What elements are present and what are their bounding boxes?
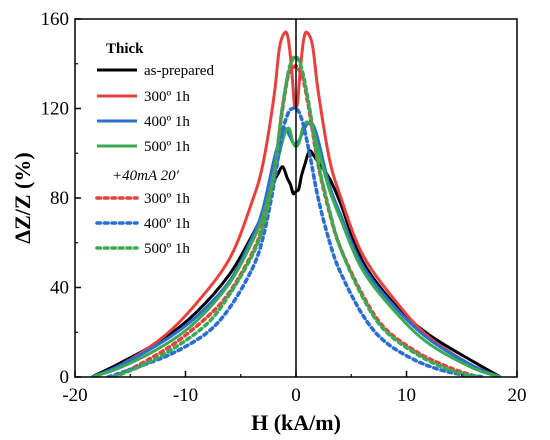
legend: Thick +40mA 20′ as-prepared 300º 1h 400º 1… bbox=[95, 41, 214, 257]
y-tick-label: 160 bbox=[41, 9, 70, 30]
legend-label: as-prepared bbox=[144, 63, 214, 79]
axis-tick-labels: -20 -10 0 10 20 0 40 80 120 160 bbox=[41, 9, 527, 406]
x-tick-label: 10 bbox=[397, 385, 416, 406]
legend-label: 500º 1h bbox=[144, 241, 190, 257]
legend-label: 300º 1h bbox=[144, 89, 190, 105]
legend-label: 300º 1h bbox=[144, 191, 190, 207]
x-axis-title: H (kA/m) bbox=[251, 410, 341, 435]
x-tick-label: -10 bbox=[173, 385, 198, 406]
legend-subtitle: +40mA 20′ bbox=[112, 168, 180, 184]
x-tick-label: 0 bbox=[291, 385, 301, 406]
y-tick-label: 40 bbox=[50, 278, 69, 299]
y-tick-label: 120 bbox=[41, 99, 70, 120]
y-tick-label: 80 bbox=[50, 188, 69, 209]
x-tick-label: -20 bbox=[62, 385, 87, 406]
x-tick-label: 20 bbox=[508, 385, 527, 406]
axis-ticks bbox=[74, 18, 518, 378]
legend-title: Thick bbox=[106, 41, 144, 57]
legend-label: 500º 1h bbox=[144, 139, 190, 155]
legend-label: 400º 1h bbox=[144, 216, 190, 232]
legend-label: 400º 1h bbox=[144, 114, 190, 130]
y-tick-label: 0 bbox=[60, 367, 70, 388]
y-axis-title: ΔZ/Z (%) bbox=[10, 152, 35, 243]
